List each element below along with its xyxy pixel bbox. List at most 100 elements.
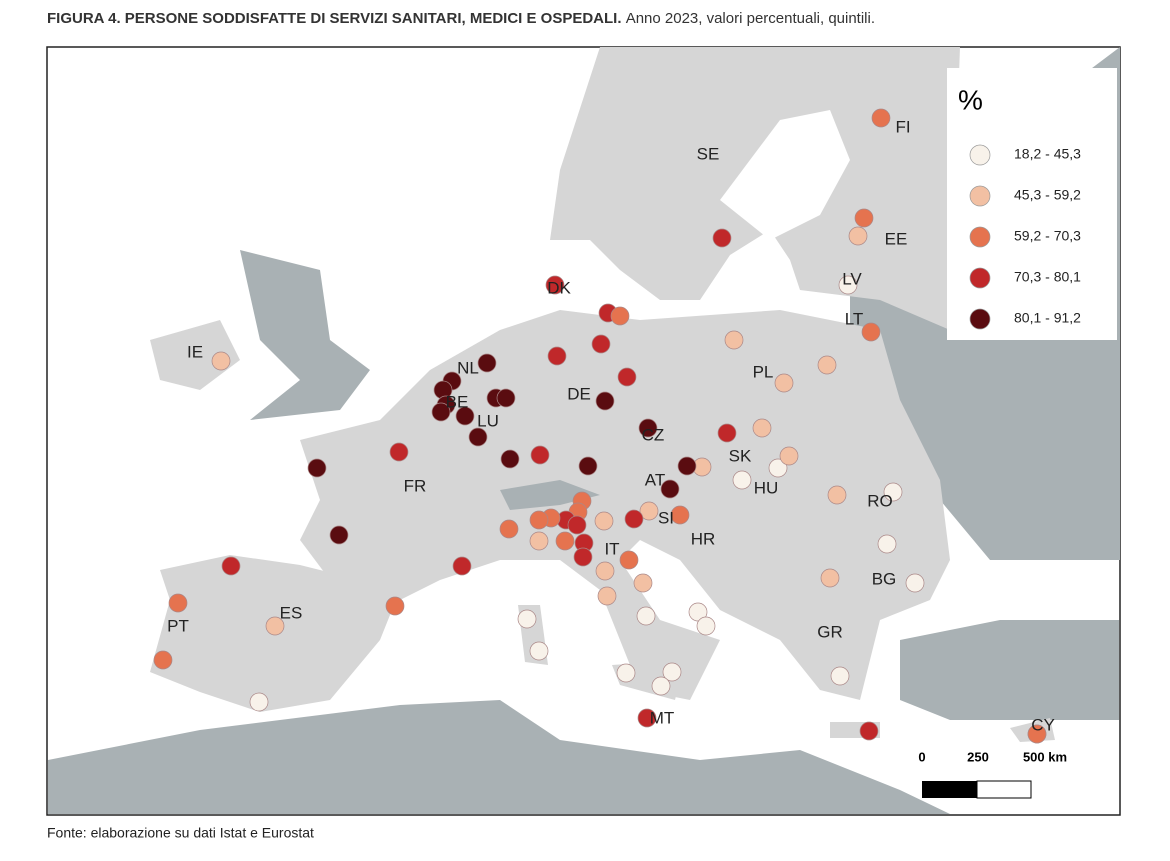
region-point — [820, 568, 840, 588]
region-point — [639, 501, 659, 521]
country-label: DE — [567, 384, 591, 403]
region-point — [677, 456, 697, 476]
region-point — [624, 509, 644, 529]
country-label: PT — [167, 616, 189, 635]
region-point — [168, 593, 188, 613]
country-label: LV — [842, 269, 862, 288]
region-point — [597, 586, 617, 606]
legend-title: % — [958, 84, 983, 115]
region-point — [529, 510, 549, 530]
region-point — [547, 346, 567, 366]
region-point — [431, 402, 451, 422]
scale-segment — [922, 781, 977, 798]
region-point — [578, 456, 598, 476]
legend-swatch — [969, 308, 991, 330]
legend-swatch — [969, 185, 991, 207]
region-point — [779, 446, 799, 466]
region-point — [153, 650, 173, 670]
region-point — [696, 616, 716, 636]
region-point — [827, 485, 847, 505]
region-point — [500, 449, 520, 469]
region-point — [545, 275, 565, 295]
legend-label: 80,1 - 91,2 — [1014, 310, 1081, 326]
region-point — [883, 482, 903, 502]
region-point — [774, 373, 794, 393]
region-point — [455, 406, 475, 426]
country-label: LU — [477, 411, 499, 430]
legend-swatch — [969, 267, 991, 289]
scale-label: 250 — [967, 749, 989, 764]
region-point — [499, 519, 519, 539]
country-label: AT — [645, 470, 665, 489]
region-point — [1027, 724, 1047, 744]
country-label: FR — [404, 476, 427, 495]
region-point — [861, 322, 881, 342]
region-point — [660, 479, 680, 499]
country-label: SI — [658, 508, 674, 527]
land-dark — [48, 700, 950, 814]
region-point — [517, 609, 537, 629]
region-point — [477, 353, 497, 373]
scale-bar: 0 250 500 km — [918, 749, 1067, 799]
region-point — [637, 708, 657, 728]
country-label: MT — [650, 708, 675, 727]
region-point — [724, 330, 744, 350]
title: FIGURA 4. PERSONE SODDISFATTE DI SERVIZI… — [47, 10, 875, 27]
country-label: HR — [691, 529, 716, 548]
region-point — [638, 418, 658, 438]
country-label: FI — [895, 117, 910, 136]
points — [153, 108, 1047, 744]
region-point — [567, 515, 587, 535]
country-label: HU — [754, 478, 779, 497]
legend-swatch — [969, 226, 991, 248]
legend-label: 59,2 - 70,3 — [1014, 228, 1081, 244]
country-label: PL — [753, 362, 774, 381]
country-label: CZ — [642, 425, 665, 444]
region-point — [496, 388, 516, 408]
scale-label: 500 km — [1023, 749, 1067, 764]
region-point — [633, 573, 653, 593]
region-point — [529, 641, 549, 661]
region-point — [573, 547, 593, 567]
country-label: BG — [872, 569, 897, 588]
scale-segment — [976, 780, 1032, 799]
region-point — [854, 208, 874, 228]
region-point — [905, 573, 925, 593]
region-point — [595, 561, 615, 581]
region-point — [768, 458, 788, 478]
country-label: DK — [547, 278, 571, 297]
region-point — [830, 666, 850, 686]
region-point — [389, 442, 409, 462]
region-point — [717, 423, 737, 443]
region-point — [848, 226, 868, 246]
region-point — [871, 108, 891, 128]
region-point — [329, 525, 349, 545]
country-label: SE — [697, 144, 720, 163]
region-point — [712, 228, 732, 248]
region-point — [662, 662, 682, 682]
region-point — [688, 602, 708, 622]
source: Fonte: elaborazione su dati Istat e Euro… — [47, 825, 314, 841]
land — [150, 320, 240, 390]
region-point — [877, 534, 897, 554]
country-label: EE — [885, 229, 908, 248]
legend-label: 70,3 - 80,1 — [1014, 269, 1081, 285]
region-point — [221, 556, 241, 576]
region-point — [752, 418, 772, 438]
region-point — [859, 721, 879, 741]
country-label: CY — [1031, 715, 1055, 734]
legend-swatch — [969, 144, 991, 166]
region-point — [636, 606, 656, 626]
region-point — [610, 306, 630, 326]
region-point — [732, 470, 752, 490]
region-point — [670, 505, 690, 525]
region-point — [591, 334, 611, 354]
region-point — [385, 596, 405, 616]
country-label: ES — [280, 603, 303, 622]
country-label: GR — [817, 622, 843, 641]
region-point — [307, 458, 327, 478]
country-label: IE — [187, 342, 203, 361]
subtitle: Anno 2023, valori percentuali, quintili. — [626, 10, 875, 27]
